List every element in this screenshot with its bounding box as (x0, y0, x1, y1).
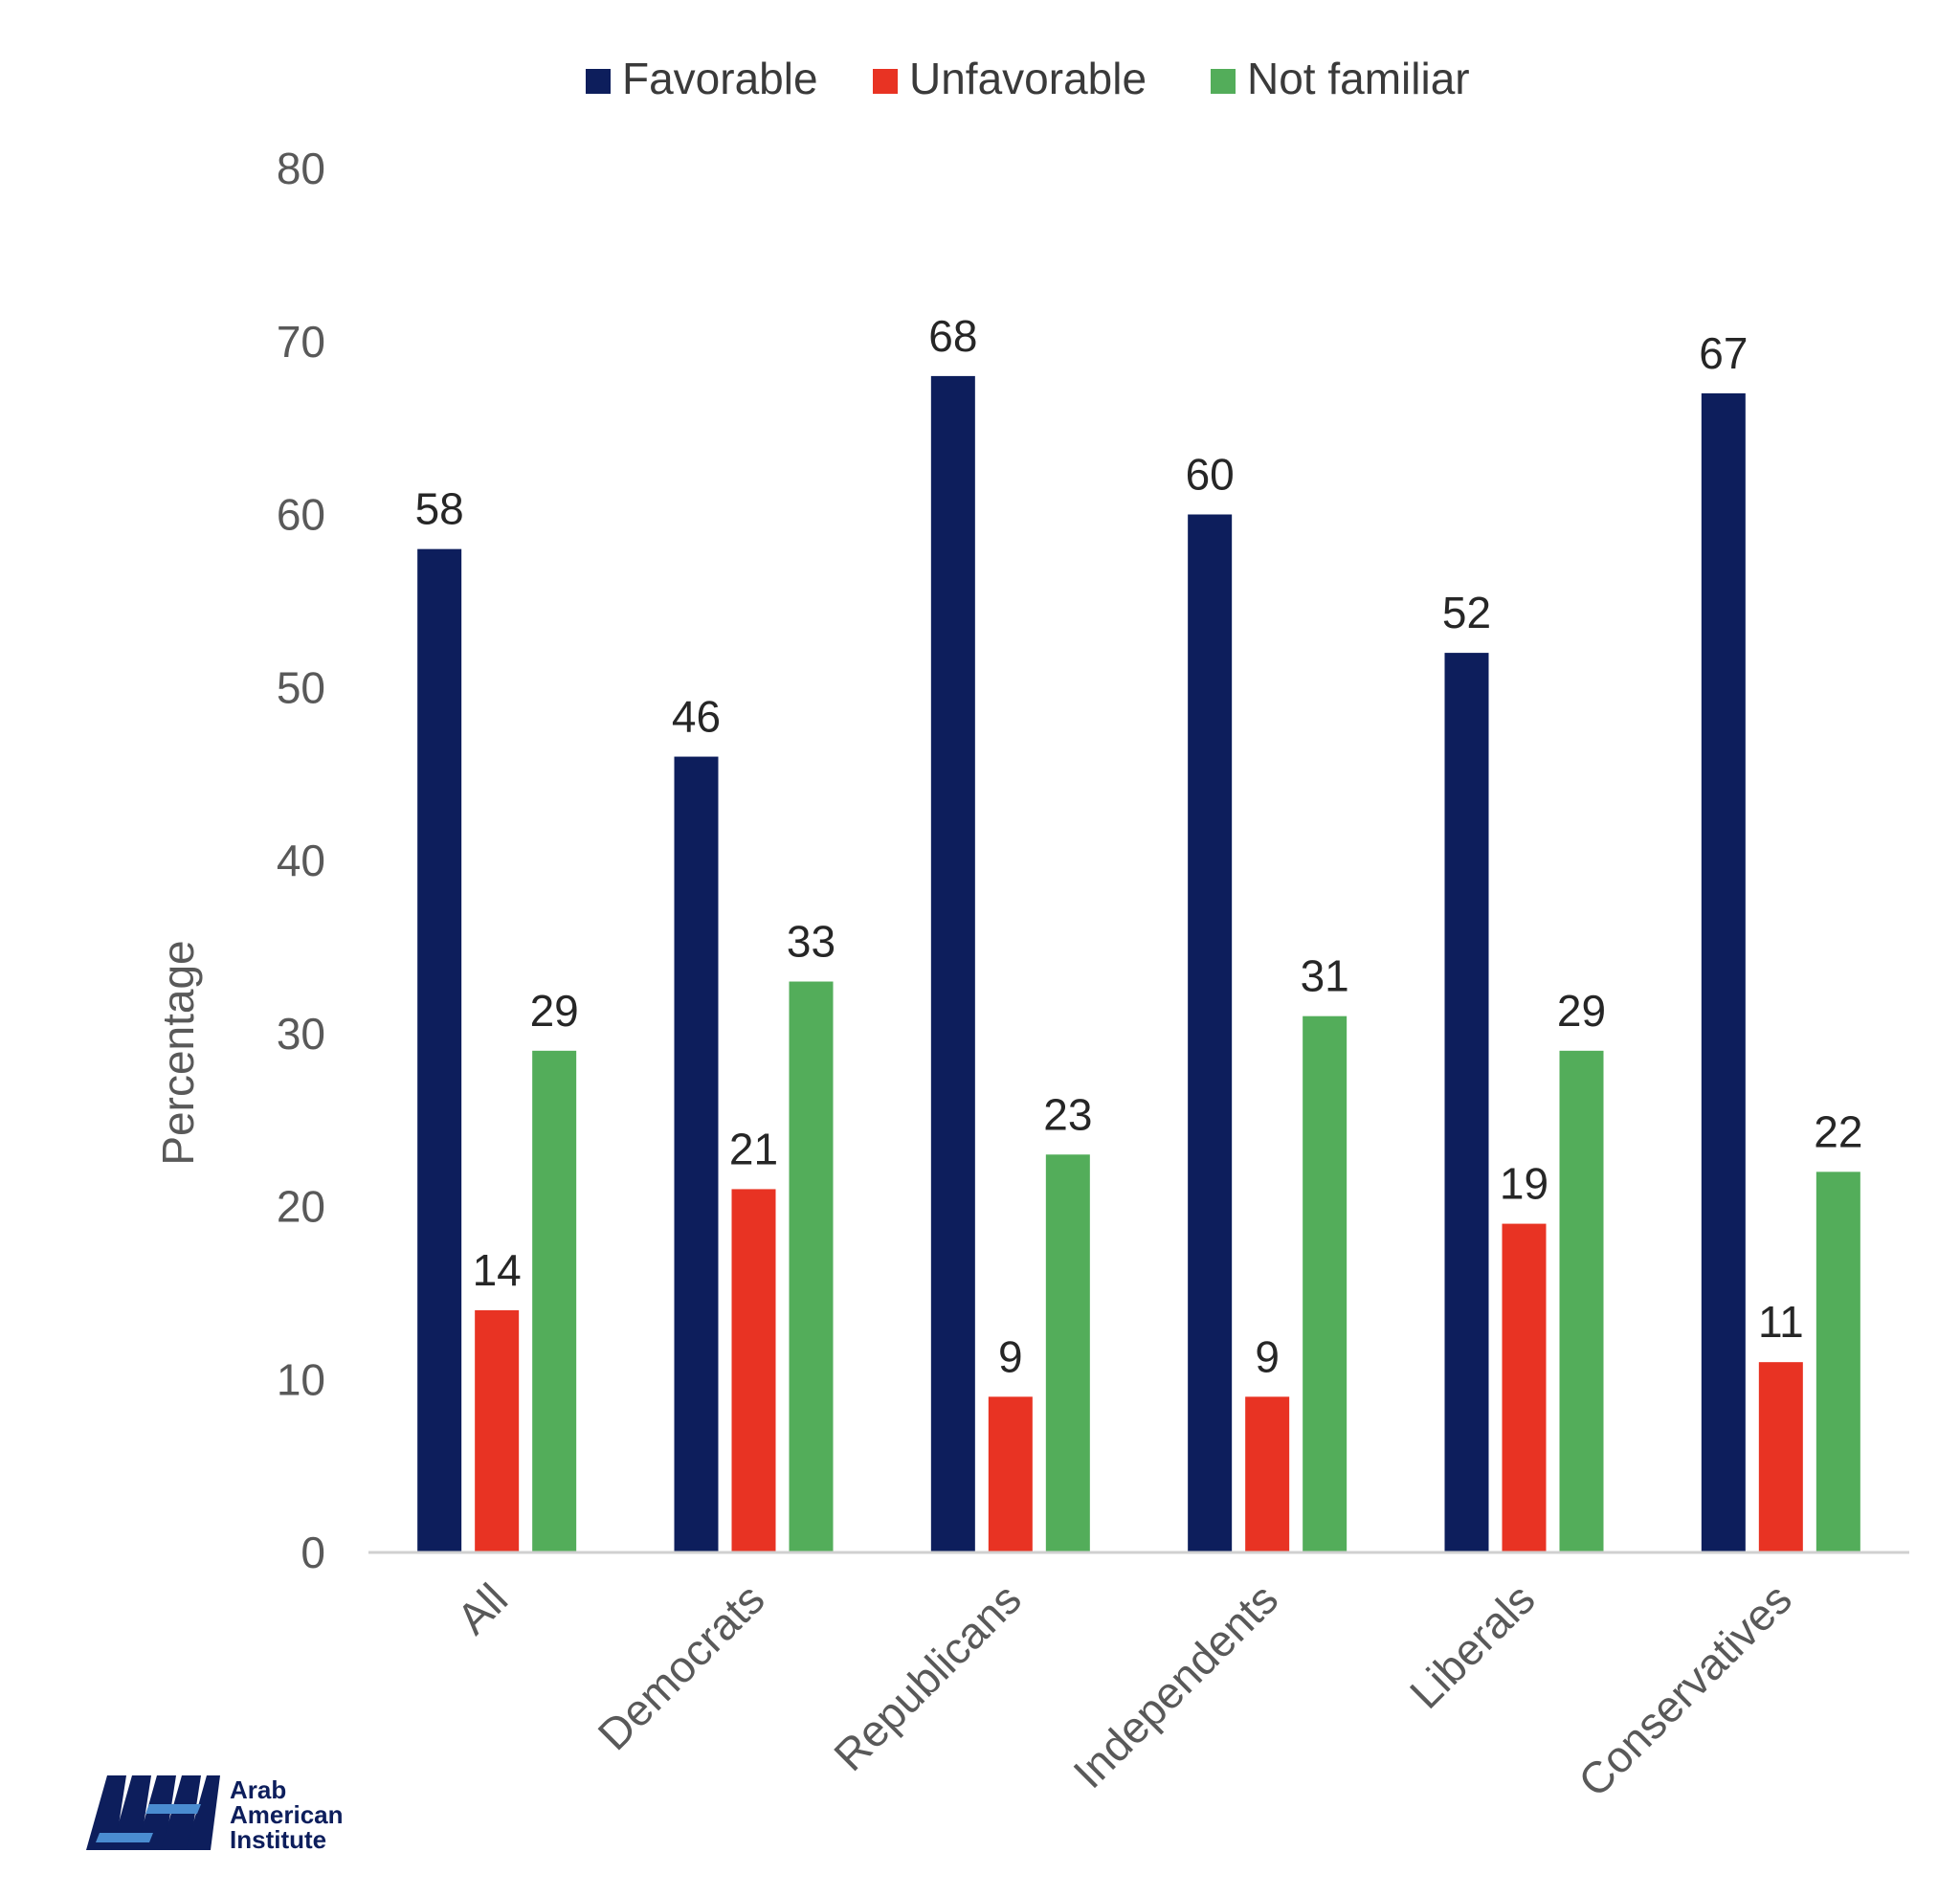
legend-label: Unfavorable (909, 54, 1147, 103)
bar-favorable (674, 756, 719, 1552)
bar-not-familiar (1559, 1050, 1604, 1552)
legend-swatch (586, 69, 611, 94)
y-tick-label: 50 (277, 662, 325, 712)
bar-not-familiar (1045, 1154, 1090, 1552)
x-tick-label: Republicans (824, 1573, 1031, 1780)
data-label: 31 (1301, 951, 1349, 1001)
legend: Favorable Unfavorable Not familiar (586, 54, 1470, 103)
x-tick-label: Conservatives (1569, 1573, 1801, 1806)
x-tick-label: Democrats (589, 1573, 774, 1759)
bar-favorable (930, 375, 975, 1552)
data-label: 29 (1557, 986, 1606, 1036)
y-tick-label: 10 (277, 1354, 325, 1404)
bar-unfavorable (1758, 1362, 1803, 1552)
bar-not-familiar (532, 1050, 577, 1552)
y-tick-label: 80 (277, 144, 325, 193)
y-axis-label: Percentage (153, 940, 203, 1165)
y-tick-label: 60 (277, 490, 325, 540)
bar-unfavorable (475, 1309, 520, 1552)
data-label: 19 (1500, 1159, 1548, 1209)
bar-favorable (1188, 514, 1233, 1552)
y-tick-label: 0 (301, 1528, 325, 1577)
bar-favorable (417, 548, 462, 1552)
x-tick-label: All (447, 1573, 517, 1643)
data-label: 60 (1186, 450, 1235, 500)
data-label: 46 (672, 692, 721, 742)
bar-unfavorable (731, 1189, 776, 1552)
data-label: 22 (1814, 1106, 1862, 1156)
y-tick-label: 30 (277, 1009, 325, 1059)
logo-line-3: Institute (230, 1825, 326, 1854)
x-axis: All Democrats Republicans Independents Liber… (447, 1573, 1801, 1806)
bar-unfavorable (1245, 1396, 1290, 1552)
x-tick-label: Independents (1063, 1573, 1287, 1797)
data-labels: 58 14 29 46 21 33 68 9 23 60 9 31 52 19 29 67 11 22 (415, 311, 1863, 1381)
legend-swatch (1211, 69, 1236, 94)
arab-american-institute-logo: Arab American Institute (86, 1775, 344, 1854)
bar-not-familiar (1815, 1172, 1860, 1552)
bar-not-familiar (1303, 1015, 1348, 1552)
bar-unfavorable (988, 1396, 1033, 1552)
data-label: 21 (729, 1124, 778, 1173)
logo-line-1: Arab (230, 1775, 286, 1804)
data-label: 29 (530, 986, 579, 1036)
x-tick-label: Liberals (1400, 1573, 1545, 1718)
data-label: 58 (415, 484, 464, 534)
data-label: 9 (1255, 1331, 1280, 1381)
bars (417, 375, 1860, 1553)
data-label: 9 (998, 1331, 1023, 1381)
data-label: 67 (1699, 328, 1748, 378)
bar-favorable (1444, 653, 1489, 1552)
data-label: 11 (1758, 1297, 1804, 1347)
data-label: 52 (1442, 588, 1491, 637)
y-axis: 0 10 20 30 40 50 60 70 80 (277, 144, 325, 1577)
logo-line-2: American (230, 1800, 344, 1829)
data-label: 33 (787, 917, 835, 967)
bar-unfavorable (1502, 1223, 1547, 1552)
y-tick-label: 40 (277, 836, 325, 885)
y-tick-label: 70 (277, 317, 325, 367)
y-tick-label: 20 (277, 1182, 325, 1232)
data-label: 23 (1043, 1089, 1092, 1139)
legend-label: Favorable (622, 54, 818, 103)
legend-swatch (873, 69, 898, 94)
legend-label: Not familiar (1247, 54, 1470, 103)
bar-favorable (1701, 392, 1746, 1553)
data-label: 14 (473, 1245, 522, 1295)
data-label: 68 (928, 311, 977, 361)
bar-not-familiar (789, 981, 834, 1552)
